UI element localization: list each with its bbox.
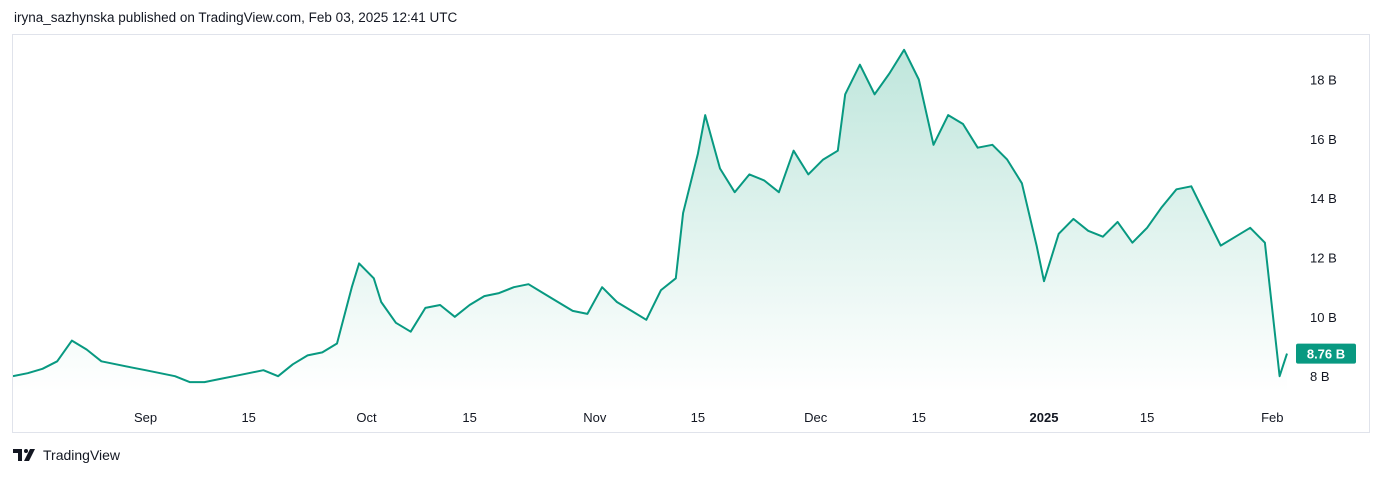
x-tick-label: 15	[912, 410, 926, 425]
last-value-label: 8.76 B	[1307, 347, 1345, 362]
series-line	[13, 48, 1288, 384]
x-tick-label: 2025	[1030, 410, 1059, 425]
footer: TradingView	[13, 447, 120, 463]
y-tick-label: 18 B	[1310, 73, 1337, 88]
chart-frame: 8 B 10 B 12 B 14 B 16 B 18 B Sep 15 Oct 15 Nov 15 D…	[12, 34, 1370, 433]
y-tick-label: 8 B	[1310, 369, 1330, 384]
x-tick-label: Feb	[1261, 410, 1283, 425]
x-tick-label: 15	[462, 410, 476, 425]
x-tick-label: 15	[241, 410, 255, 425]
x-tick-label: Oct	[356, 410, 377, 425]
last-value-badge	[1296, 343, 1356, 364]
y-tick-label: 12 B	[1310, 251, 1337, 266]
y-tick-label: 16 B	[1310, 132, 1337, 147]
x-tick-label: Nov	[583, 410, 607, 425]
tradingview-logo-icon	[13, 449, 35, 461]
x-tick-label: 15	[1140, 410, 1154, 425]
publish-info: iryna_sazhynska published on TradingView…	[14, 10, 458, 25]
y-tick-label: 14 B	[1310, 191, 1337, 206]
x-tick-label: Sep	[134, 410, 157, 425]
brand-name: TradingView	[43, 447, 121, 463]
y-tick-label: 10 B	[1310, 310, 1337, 325]
x-tick-label: 15	[691, 410, 705, 425]
area-chart[interactable]: 8 B 10 B 12 B 14 B 16 B 18 B Sep 15 Oct 15 Nov 15 D…	[13, 35, 1369, 432]
series-area	[13, 49, 1287, 392]
x-tick-label: Dec	[804, 410, 828, 425]
